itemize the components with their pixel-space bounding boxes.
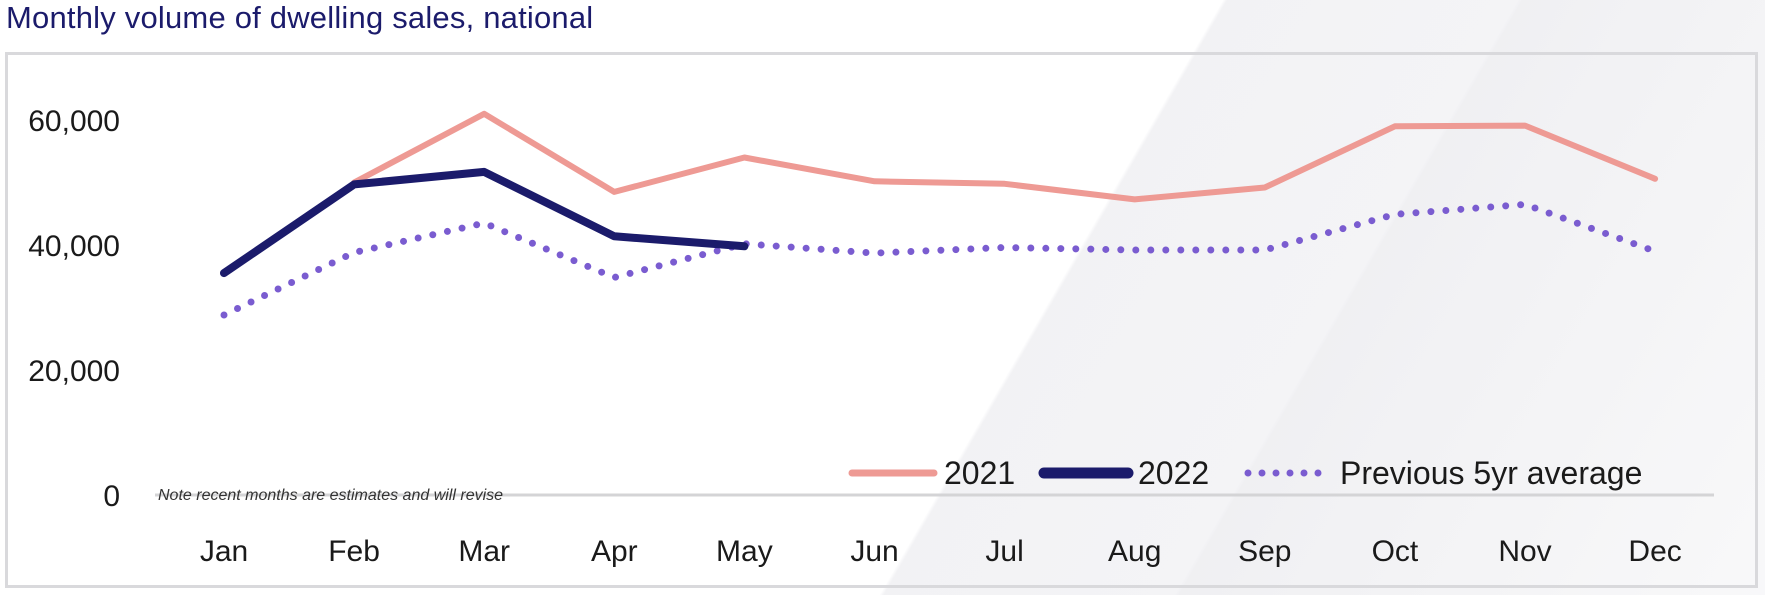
x-tick-label: Jan <box>200 535 248 568</box>
x-tick-label: Aug <box>1108 535 1161 568</box>
x-tick-label: Jun <box>850 535 898 568</box>
y-tick-label: 40,000 <box>28 230 120 263</box>
legend-label: Previous 5yr average <box>1340 455 1642 491</box>
x-tick-label: Sep <box>1238 535 1291 568</box>
x-tick-label: Oct <box>1372 535 1419 568</box>
chart-title: Monthly volume of dwelling sales, nation… <box>6 0 594 35</box>
x-tick-label: Feb <box>328 535 380 568</box>
y-tick-label: 60,000 <box>28 105 120 138</box>
x-tick-label: Dec <box>1628 535 1681 568</box>
legend-label: 2021 <box>944 455 1015 491</box>
series-line-previous-5yr-average <box>220 200 1659 319</box>
series-layer <box>220 110 1659 319</box>
chart-note: Note recent months are estimates and wil… <box>158 487 503 504</box>
x-tick-label: Mar <box>458 535 510 568</box>
x-tick-label: Jul <box>985 535 1023 568</box>
x-tick-label: May <box>716 535 773 568</box>
y-tick-label: 0 <box>103 480 120 513</box>
legend: 2021 2022 Previous 5yr average <box>848 455 1642 491</box>
y-tick-label: 20,000 <box>28 355 120 388</box>
series-line-2021 <box>351 110 1659 203</box>
x-axis-ticks: Jan Feb Mar Apr May Jun Jul Aug Sep Oct Nov Dec <box>200 535 1682 568</box>
legend-label: 2022 <box>1138 455 1209 491</box>
chart-frame <box>5 52 1758 588</box>
series-line-2022 <box>220 167 749 278</box>
x-tick-label: Nov <box>1498 535 1551 568</box>
y-axis-ticks: 0 20,000 40,000 60,000 <box>28 105 120 513</box>
x-tick-label: Apr <box>591 535 638 568</box>
